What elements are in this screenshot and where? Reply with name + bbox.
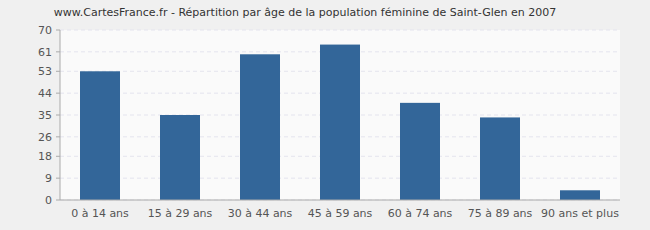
grid-line xyxy=(60,200,620,201)
grid-line xyxy=(60,30,620,31)
x-tick-label: 45 à 59 ans xyxy=(308,207,373,220)
y-tick-label: 18 xyxy=(38,150,52,163)
x-tick-label: 30 à 44 ans xyxy=(228,207,293,220)
tick-mark xyxy=(56,115,60,116)
bar xyxy=(320,45,360,200)
tick-mark xyxy=(56,156,60,157)
y-tick-label: 0 xyxy=(45,194,52,207)
y-tick-label: 35 xyxy=(38,109,52,122)
y-tick-label: 61 xyxy=(38,46,52,59)
tick-mark xyxy=(56,93,60,94)
y-axis xyxy=(60,30,61,200)
background xyxy=(0,0,650,230)
x-tick-label: 60 à 74 ans xyxy=(388,207,453,220)
bar xyxy=(80,71,120,200)
tick-mark xyxy=(56,136,60,137)
x-tick-label: 75 à 89 ans xyxy=(468,207,533,220)
bar xyxy=(400,103,440,200)
title: www.CartesFrance.fr - Répartition par âg… xyxy=(54,6,556,19)
x-tick-label: 15 à 29 ans xyxy=(148,207,213,220)
tick-mark xyxy=(56,178,60,179)
x-tick-label: 90 ans et plus xyxy=(541,207,619,220)
tick-mark xyxy=(56,51,60,52)
x-tick-label: 0 à 14 ans xyxy=(71,207,129,220)
bar xyxy=(480,117,520,200)
bar xyxy=(560,190,600,200)
y-tick-label: 44 xyxy=(38,87,52,100)
y-tick-label: 70 xyxy=(38,24,52,37)
bars xyxy=(80,45,600,200)
x-axis xyxy=(60,200,620,201)
chart-container: 0 9 18 26 35 44 53 61 70 0 à 14 ans 15 à 29 ans 30 … xyxy=(0,0,650,230)
y-tick-label: 26 xyxy=(38,131,52,144)
tick-mark xyxy=(56,30,60,31)
y-tick-label: 9 xyxy=(45,172,52,185)
bar xyxy=(240,54,280,200)
y-tick-label: 53 xyxy=(38,65,52,78)
plot-area xyxy=(60,30,620,200)
chart-svg: 0 9 18 26 35 44 53 61 70 0 à 14 ans 15 à 29 ans 30 … xyxy=(0,0,650,230)
bar xyxy=(160,115,200,200)
tick-mark xyxy=(56,200,60,201)
tick-mark xyxy=(56,71,60,72)
